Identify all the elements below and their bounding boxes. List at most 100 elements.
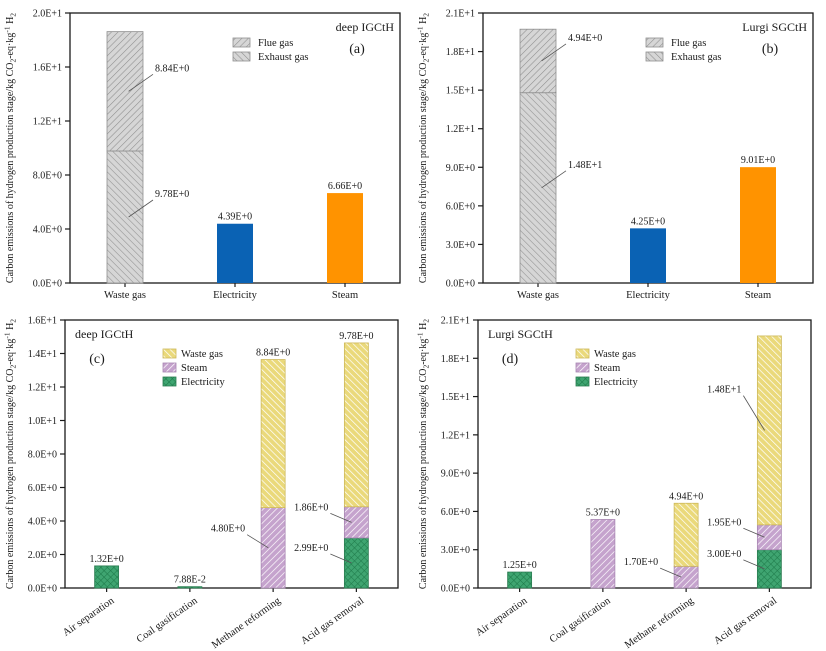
y-tick-label: 1.4E+1 [28, 349, 57, 360]
bar-segment-steam-hatch [756, 524, 782, 551]
legend-swatch-electricity-hatch [575, 376, 590, 387]
bar-segment-steam-hatch [673, 565, 699, 589]
x-category-label: Coal gasification [548, 595, 613, 645]
legend-label: Flue gas [258, 38, 293, 49]
value-label: 4.80E+0 [211, 524, 245, 535]
y-tick-label: 1.5E+1 [441, 392, 470, 403]
panel-title: Lurgi SGCtH [742, 20, 807, 34]
value-label: 3.00E+0 [707, 549, 741, 560]
bar-segment-electricity-solid [630, 228, 666, 283]
value-label: 9.78E+0 [155, 189, 189, 200]
bar-segment-waste-hatch [343, 342, 369, 508]
leader-line [246, 534, 269, 549]
bar-segment-steam-hatch [590, 519, 616, 589]
bar-segment-flue [106, 31, 144, 152]
leader-line [541, 170, 567, 189]
y-tick-label: 6.0E+0 [446, 201, 475, 212]
y-tick-label: 4.0E+0 [33, 225, 62, 236]
legend-label: Electricity [594, 377, 638, 388]
chart-c-svg: 0.0E+0 2.0E+0 4.0E+0 6.0E+0 8.0E+0 1.0E+1 1.2E… [2, 316, 399, 651]
leader-line [330, 553, 352, 564]
value-label: 1.95E+0 [707, 517, 741, 528]
legend-label: Exhaust gas [258, 52, 308, 63]
bar-segment-steam-hatch [260, 507, 286, 589]
legend-swatch-exhaust [645, 51, 664, 62]
legend-swatch-exhaust [232, 51, 251, 62]
panel-d-chart: 0.0E+0 3.0E+0 6.0E+0 9.0E+0 1.2E+1 1.5E+1 1.8E… [413, 310, 826, 651]
leader-line [128, 199, 154, 218]
y-tick-label: 1.6E+1 [28, 316, 57, 327]
legend-swatch-steam-hatch [162, 362, 177, 373]
value-label: 4.39E+0 [218, 212, 252, 223]
y-tick-label: 2.1E+1 [441, 316, 470, 327]
leader-line [743, 395, 765, 431]
legend-swatch-electricity-hatch [162, 376, 177, 387]
panel-letter: (b) [762, 42, 779, 57]
y-tick-label: 1.8E+1 [446, 47, 475, 58]
bar-segment-waste-hatch [673, 502, 699, 567]
y-tick-label: 2.1E+1 [446, 9, 475, 20]
y-axis-label: Carbon emissions of hydrogen production … [415, 319, 430, 589]
leader-line [743, 559, 765, 570]
value-label: 2.99E+0 [294, 543, 328, 554]
y-tick-label: 1.2E+1 [28, 383, 57, 394]
value-label: 9.01E+0 [741, 155, 775, 166]
bar-segment-steam-solid [327, 193, 363, 283]
legend-swatch-waste-hatch [162, 348, 177, 359]
y-tick-label: 8.0E+0 [28, 450, 57, 461]
value-label: 4.25E+0 [631, 216, 665, 227]
x-category-label: Electricity [626, 290, 670, 301]
leader-line [128, 73, 154, 92]
y-tick-label: 3.0E+0 [446, 240, 475, 251]
legend-swatch-steam-hatch [575, 362, 590, 373]
bar-segment-electricity-solid [217, 223, 253, 283]
legend-label: Electricity [181, 377, 225, 388]
value-label: 7.88E-2 [174, 575, 206, 586]
panel-c-chart: 0.0E+0 2.0E+0 4.0E+0 6.0E+0 8.0E+0 1.0E+1 1.2E… [0, 310, 413, 651]
chart-d-svg: 0.0E+0 3.0E+0 6.0E+0 9.0E+0 1.2E+1 1.5E+1 1.8E… [415, 316, 812, 651]
panel-a-chart: 0.0E+0 4.0E+0 8.0E+0 1.2E+1 1.6E+1 2.0E+1 Carb… [0, 0, 413, 315]
x-category-label: Steam [745, 290, 771, 301]
y-tick-label: 0.0E+0 [28, 584, 57, 595]
y-tick-label: 9.0E+0 [441, 469, 470, 480]
y-tick-label: 8.0E+0 [33, 171, 62, 182]
y-tick-label: 0.0E+0 [33, 279, 62, 290]
panel-b-chart: 0.0E+0 3.0E+0 6.0E+0 9.0E+0 1.2E+1 1.5E+1 1.8E… [413, 0, 826, 315]
panel-title: Lurgi SGCtH [488, 327, 553, 341]
leader-line [541, 43, 567, 62]
value-label: 8.84E+0 [256, 348, 290, 359]
y-axis-label: Carbon emissions of hydrogen production … [2, 13, 17, 283]
panel-letter: (c) [89, 352, 105, 367]
x-category-label: Electricity [213, 290, 257, 301]
value-label: 1.48E+1 [568, 160, 602, 171]
y-tick-label: 2.0E+1 [33, 9, 62, 20]
y-tick-label: 1.2E+1 [33, 117, 62, 128]
x-category-label: Methane reforming [210, 595, 284, 651]
x-category-label: Waste gas [517, 290, 559, 301]
value-label: 1.25E+0 [503, 560, 537, 571]
leader-line [659, 567, 682, 578]
legend-swatch-flue [232, 37, 251, 48]
y-tick-label: 3.0E+0 [441, 545, 470, 556]
panel-title: deep IGCtH [75, 327, 134, 341]
bar-segment-electricity-hatch [507, 571, 533, 589]
x-category-label: Steam [332, 290, 358, 301]
legend-label: Steam [594, 363, 620, 374]
value-label: 1.48E+1 [707, 385, 741, 396]
bar-segment-electricity-hatch [177, 586, 203, 589]
x-category-label: Waste gas [104, 290, 146, 301]
value-label: 8.84E+0 [155, 63, 189, 74]
legend-label: Steam [181, 363, 207, 374]
bar-segment-exhaust [519, 92, 557, 284]
leader-line [330, 512, 352, 523]
x-category-label: Methane reforming [623, 595, 697, 651]
bar-segment-electricity-hatch [94, 565, 120, 589]
value-label: 5.37E+0 [586, 507, 620, 518]
y-tick-label: 0.0E+0 [446, 279, 475, 290]
legend-label: Exhaust gas [671, 52, 721, 63]
y-tick-label: 1.2E+1 [441, 430, 470, 441]
y-tick-label: 4.0E+0 [28, 517, 57, 528]
bar-segment-waste-hatch [260, 359, 286, 509]
y-tick-label: 1.8E+1 [441, 354, 470, 365]
